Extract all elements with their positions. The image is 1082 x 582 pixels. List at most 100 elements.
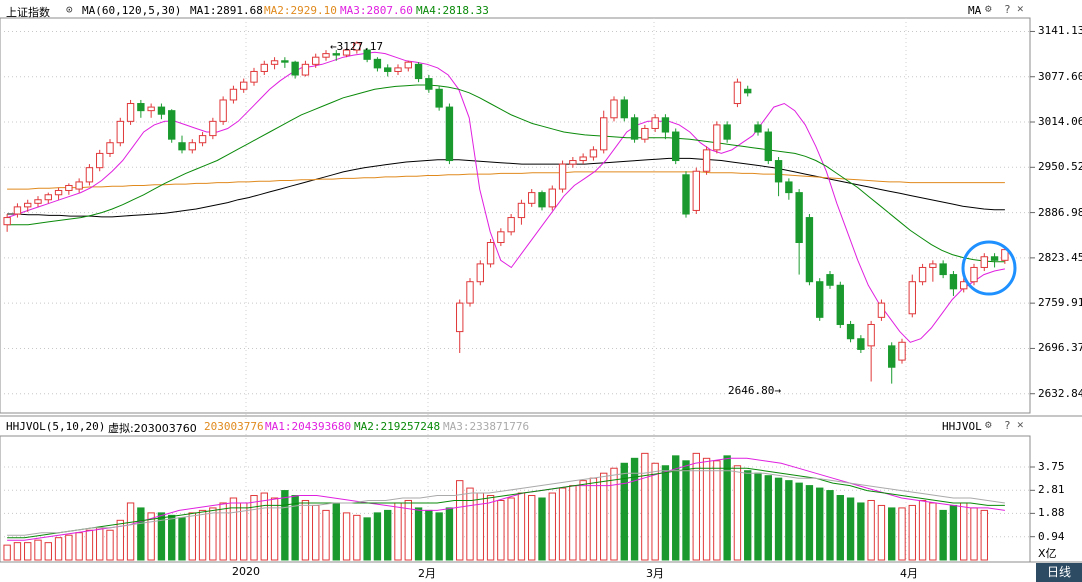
candle-up xyxy=(456,302,464,333)
price-tick-label: 2950.52 xyxy=(1038,160,1082,174)
volume-bar-down xyxy=(785,480,793,561)
candle-down xyxy=(939,263,947,276)
vol-close-icon[interactable]: ✕ xyxy=(1017,418,1024,431)
candle-down xyxy=(661,117,670,133)
volume-bar-up xyxy=(65,534,73,561)
volume-bar-up xyxy=(641,452,649,561)
candle-down xyxy=(805,217,814,283)
volume-unit: X亿 xyxy=(1038,547,1057,560)
price-ma-lines xyxy=(6,51,1005,343)
ma-line-ma3 xyxy=(6,51,1005,343)
volume-bar-down xyxy=(291,495,299,561)
vol-ma3: MA3:233871776 xyxy=(443,420,530,433)
candle-up xyxy=(96,152,104,169)
candle-up xyxy=(219,99,227,122)
volume-bar-up xyxy=(54,537,63,561)
candle-up xyxy=(250,70,258,83)
candle-up xyxy=(908,281,916,315)
dropdown-icon[interactable]: ⊙ xyxy=(66,3,73,16)
volume-bar-down xyxy=(846,497,855,561)
volume-bar-up xyxy=(589,477,598,561)
volume-bar-up xyxy=(229,497,238,561)
index-name: 上证指数 xyxy=(6,6,50,19)
candle-up xyxy=(980,256,988,268)
candle-down xyxy=(281,60,289,63)
ma4-value: MA4:2818.33 xyxy=(416,4,489,17)
candle-down xyxy=(682,174,690,215)
volume-ma-line-ma1 xyxy=(7,457,1005,541)
help-icon[interactable]: ? xyxy=(1004,3,1011,16)
candle-up xyxy=(34,199,42,204)
volume-bar-up xyxy=(44,542,52,561)
price-tick-label: 3141.13 xyxy=(1038,24,1082,38)
vol-params: HHJVOL(5,10,20) xyxy=(6,420,106,433)
candle-up xyxy=(579,156,587,162)
price-tick-label: 2886.98 xyxy=(1038,205,1082,219)
gear-icon[interactable]: ⚙ xyxy=(985,2,992,15)
candle-down xyxy=(949,274,958,290)
volume-bar-up xyxy=(517,492,526,561)
candle-up xyxy=(126,103,135,122)
candle-up xyxy=(548,188,556,208)
volume-tick-label: 1.88 xyxy=(1038,506,1065,520)
candle-down xyxy=(630,117,639,140)
candle-down xyxy=(538,192,546,208)
grid-lines xyxy=(0,17,1082,563)
candle-up xyxy=(116,120,124,144)
volume-bar-down xyxy=(178,517,186,561)
candle-up xyxy=(188,142,196,151)
volume-bar-down xyxy=(826,490,834,561)
candle-down xyxy=(754,124,762,133)
volume-bar-up xyxy=(702,457,711,561)
candle-down xyxy=(857,338,865,350)
price-tick-label: 2632.84 xyxy=(1038,386,1082,400)
candle-down xyxy=(291,61,299,76)
highlight-circle xyxy=(961,240,1017,296)
volume-bar-up xyxy=(713,460,721,561)
volume-ma-lines xyxy=(7,457,1005,541)
volume-bar-up xyxy=(558,487,567,561)
ma3-value: MA3:2807.60 xyxy=(340,4,413,17)
candle-up xyxy=(240,81,248,90)
candle-down xyxy=(435,88,443,108)
candle-up xyxy=(600,117,608,151)
candle-up xyxy=(312,56,320,65)
volume-bars xyxy=(3,452,988,561)
volume-bar-down xyxy=(672,455,680,561)
tab-daily[interactable]: 日线 xyxy=(1036,563,1082,582)
volume-bar-down xyxy=(805,485,814,561)
close-icon[interactable]: ✕ xyxy=(1017,2,1024,15)
vol-gear-icon[interactable]: ⚙ xyxy=(985,418,992,431)
candle-down xyxy=(425,78,433,90)
volume-bar-up xyxy=(147,512,155,561)
candle-up xyxy=(651,117,659,129)
volume-bar-up xyxy=(404,499,412,561)
candle-up xyxy=(65,184,73,191)
x-label-feb: 2月 xyxy=(418,567,436,580)
volume-bar-up xyxy=(528,495,536,561)
volume-bar-down xyxy=(157,512,166,561)
candle-down xyxy=(157,106,166,115)
vol-virtual: 虚拟:203003760 xyxy=(108,422,197,435)
volume-bar-up xyxy=(260,492,268,561)
candle-up xyxy=(85,167,94,183)
x-label-apr: 4月 xyxy=(900,567,918,580)
volume-bar-down xyxy=(774,477,783,561)
ma-line-ma2 xyxy=(7,171,1005,190)
volume-bar-up xyxy=(733,465,742,561)
volume-bar-up xyxy=(198,509,207,561)
volume-bar-up xyxy=(353,514,361,561)
vol-ma2: MA2:219257248 xyxy=(354,420,441,433)
candle-up xyxy=(24,202,32,208)
candle-up xyxy=(970,266,978,283)
candle-up xyxy=(692,170,700,211)
volume-ma-line-ma2 xyxy=(7,467,1005,539)
volume-bar-up xyxy=(312,504,320,561)
volume-bar-up xyxy=(970,507,978,561)
candle-up xyxy=(75,181,83,190)
price-tick-label: 2823.45 xyxy=(1038,250,1082,264)
volume-tick-label: 2.81 xyxy=(1038,483,1065,497)
volume-bar-up xyxy=(126,502,135,561)
candle-up xyxy=(476,263,484,283)
vol-help-icon[interactable]: ? xyxy=(1004,419,1011,432)
